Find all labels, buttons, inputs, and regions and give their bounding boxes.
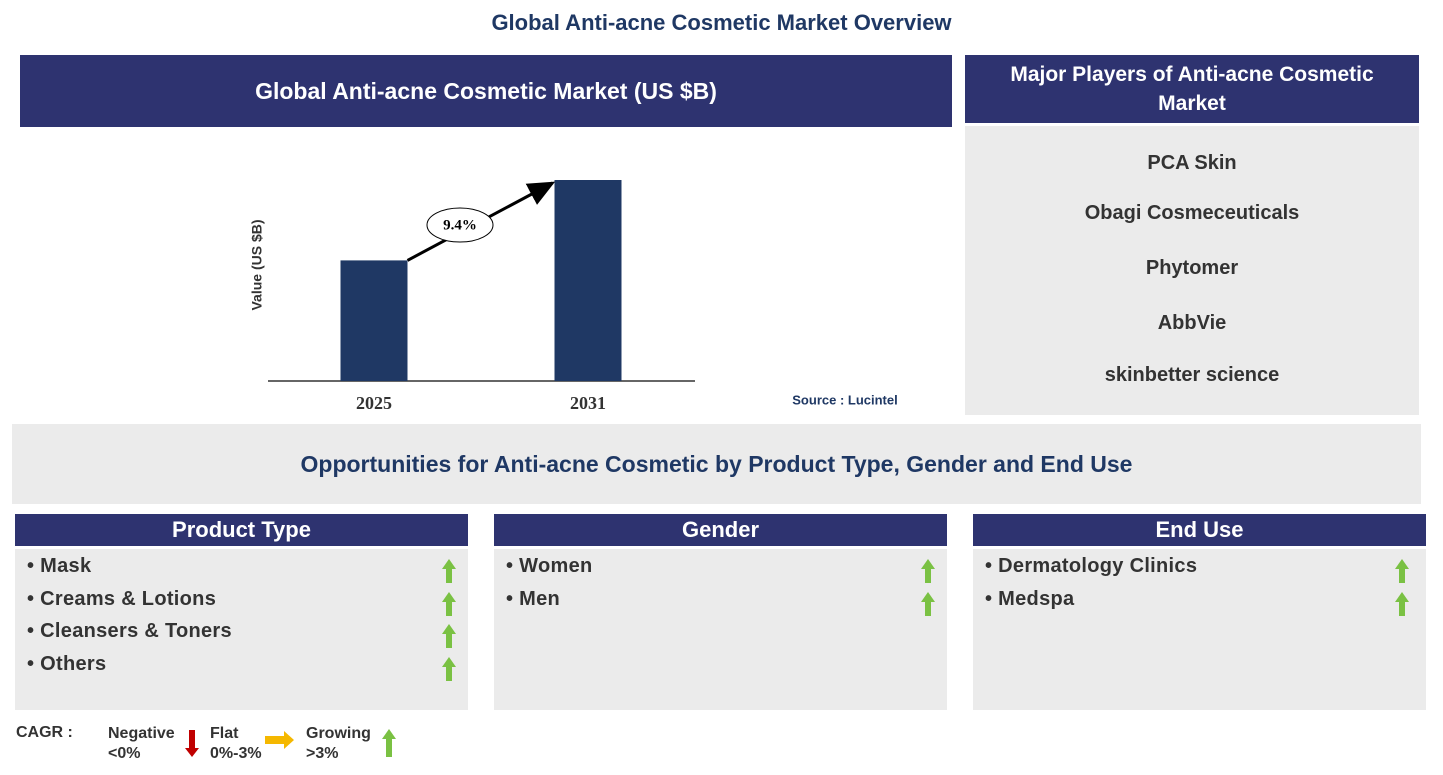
down-arrow [185, 730, 199, 757]
segment-item: Mask [27, 555, 91, 578]
segment-title: Gender [494, 514, 947, 546]
legend-name: Flat [210, 725, 239, 742]
chart: Value (US $B) Source : Lucintel 2025 2031… [249, 180, 898, 413]
annotation: 9.4% [443, 217, 477, 233]
segment-title: End Use [973, 514, 1426, 546]
legend-item: Growing >3% [306, 724, 371, 764]
growth-icon [442, 624, 456, 653]
segment-item: Creams & Lotions [27, 588, 216, 611]
up-arrow [442, 656, 456, 681]
legend-range: 0%-3% [210, 745, 262, 762]
growth-icon [1395, 559, 1409, 588]
up-arrow [442, 591, 456, 616]
growth-icon [921, 591, 935, 621]
page-title: Global Anti-acne Cosmetic Market Overvie… [491, 10, 952, 35]
legend-item: Flat 0%-3% [210, 724, 262, 764]
growth-icon [921, 559, 935, 588]
growth-icon [442, 591, 456, 621]
flat-arrow [265, 731, 294, 749]
up-arrow [1395, 591, 1409, 616]
source: Source : Lucintel [792, 392, 897, 407]
x-tick-label: 2031 [570, 393, 606, 413]
up-arrow [442, 624, 456, 648]
up-arrow [1395, 559, 1409, 583]
segment-panel: Women Men [494, 549, 947, 710]
annotation-bubble [426, 207, 494, 243]
player: Phytomer [1145, 257, 1239, 279]
segment-item: Others [27, 653, 106, 676]
players-panel: PCA Skin Obagi Cosmeceuticals Phytomer AbbV… [965, 126, 1419, 415]
opportunities-title: Opportunities for Anti-acne Cosmetic by … [12, 424, 1421, 504]
segment-item: Cleansers & Toners [27, 620, 232, 643]
segment-item: Men [506, 588, 560, 611]
legend-name: Growing [306, 725, 371, 742]
chart-title: Global Anti-acne Cosmetic Market (US $B) [20, 55, 952, 127]
y-axis-label: Value (US $B) [249, 219, 265, 310]
player: AbbVie [1157, 312, 1227, 334]
segment-item: Dermatology Clinics [985, 555, 1197, 578]
segment-item: Women [506, 555, 593, 578]
bar [554, 180, 622, 381]
segment-title: Product Type [15, 514, 468, 546]
up-arrow [921, 591, 935, 616]
up-arrow [921, 559, 935, 583]
legend-item: Negative <0% [108, 724, 175, 764]
growth-icon [442, 656, 456, 686]
legend-range: <0% [108, 745, 141, 762]
segment-panel: Mask Creams & Lotions Cleansers & Toners Ot… [15, 549, 468, 710]
segment-item: Medspa [985, 588, 1074, 611]
legend-label: CAGR : [16, 724, 73, 741]
player: PCA Skin [1147, 152, 1237, 174]
player: Obagi Cosmeceuticals [1084, 202, 1300, 224]
up-arrow [382, 729, 396, 757]
growth-icon [442, 559, 456, 588]
up-arrow [442, 559, 456, 583]
player: skinbetter science [1104, 364, 1280, 386]
growth-icon [1395, 591, 1409, 621]
bar [340, 260, 408, 381]
legend-name: Negative [108, 725, 175, 742]
legend-range: >3% [306, 745, 339, 762]
segment-panel: Dermatology Clinics Medspa [973, 549, 1426, 710]
players-title: Major Players of Anti-acne Cosmetic Mark… [965, 55, 1419, 123]
x-tick-label: 2025 [356, 393, 392, 413]
